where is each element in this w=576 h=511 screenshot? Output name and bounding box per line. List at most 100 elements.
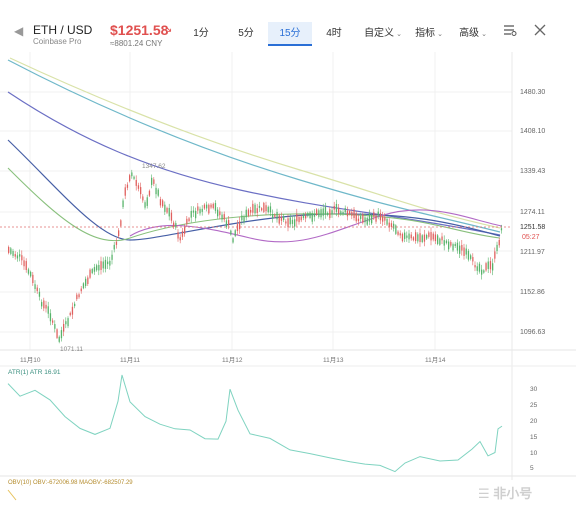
- chart-svg[interactable]: 1480.30 1408.10 1339.43 1274.11 1211.97 …: [0, 52, 576, 506]
- candle-body: [25, 261, 27, 270]
- candle-body: [197, 206, 199, 211]
- candle-body: [371, 214, 373, 224]
- candle-body: [113, 244, 115, 250]
- candle-body: [428, 232, 430, 237]
- candle-body: [287, 218, 289, 228]
- atr-line: [7, 374, 503, 473]
- caret-down-icon: ⌄: [481, 31, 487, 38]
- candle-body: [179, 237, 181, 241]
- candle-body: [393, 223, 395, 229]
- candle-body: [67, 318, 69, 327]
- candle-body: [69, 312, 71, 316]
- candle-body: [485, 263, 487, 271]
- candle-body: [223, 214, 225, 220]
- ma-line-green: [7, 167, 501, 242]
- candle-body: [412, 237, 415, 241]
- atr-tick: 20: [530, 418, 538, 425]
- candle-body: [355, 213, 357, 222]
- candle-body: [388, 222, 390, 228]
- date-label: 11月10: [20, 356, 41, 364]
- candle-body: [269, 206, 272, 213]
- candle-body: [60, 330, 63, 339]
- candle-body: [423, 234, 426, 242]
- candle-body: [63, 323, 65, 332]
- candle-body: [408, 233, 410, 240]
- candle-body: [434, 234, 437, 242]
- candle-body: [32, 274, 34, 284]
- price-tick: 1096.63: [520, 329, 545, 336]
- indicators-menu[interactable]: 指标 ⌄: [415, 28, 443, 39]
- candle-body: [74, 303, 76, 307]
- candle-body: [419, 233, 421, 243]
- date-label: 11月11: [120, 356, 140, 364]
- candle-body: [199, 208, 201, 214]
- candle-body: [417, 234, 419, 242]
- candle-body: [21, 255, 23, 261]
- candle-body: [445, 240, 448, 244]
- candle-body: [241, 215, 243, 221]
- candle-body: [349, 211, 351, 214]
- candle-body: [107, 261, 109, 265]
- candle-body: [27, 269, 30, 274]
- candle-body: [102, 261, 104, 269]
- candle-body: [126, 184, 129, 188]
- candle-body: [157, 189, 159, 196]
- advanced-menu[interactable]: 高级 ⌄: [459, 28, 487, 39]
- close-icon[interactable]: [530, 22, 550, 46]
- chart-settings-icon[interactable]: [500, 22, 520, 46]
- price-tick: 1480.30: [520, 89, 545, 96]
- candle-body: [129, 175, 131, 182]
- candle-body: [261, 208, 263, 211]
- candle-body: [426, 235, 428, 239]
- candle-body: [173, 222, 175, 228]
- atr-axis: 30 25 20 15 10 5: [530, 386, 538, 472]
- candle-body: [36, 287, 38, 292]
- candle-body: [285, 221, 287, 224]
- candle-body: [52, 320, 54, 323]
- chart-area[interactable]: 1480.30 1408.10 1339.43 1274.11 1211.97 …: [0, 52, 576, 506]
- main-grid: [0, 52, 512, 350]
- candle-body: [243, 217, 245, 222]
- candle-body: [214, 203, 217, 211]
- top-toolbar: ◀ ETH / USD Coinbase Pro $1251.58 ↘ ≈880…: [0, 0, 576, 52]
- interval-15m-button[interactable]: 15分: [268, 22, 312, 46]
- candle-body: [470, 255, 472, 259]
- candle-body: [439, 238, 441, 245]
- candle-body: [340, 211, 342, 215]
- candle-body: [487, 261, 489, 269]
- candle-body: [120, 220, 122, 226]
- ma-line-darkblue: [7, 139, 501, 241]
- custom-menu[interactable]: 自定义 ⌄: [364, 28, 402, 39]
- candle-body: [12, 251, 14, 256]
- candle-body: [71, 306, 74, 315]
- candle-body: [192, 210, 195, 213]
- candle-body: [234, 230, 236, 237]
- interval-4h-button[interactable]: 4时: [326, 28, 342, 39]
- candle-body: [109, 260, 111, 266]
- candle-body: [162, 200, 164, 207]
- candle-body: [467, 250, 470, 260]
- candle-body: [463, 247, 465, 256]
- interval-1m-button[interactable]: 1分: [193, 28, 209, 39]
- obv-label: OBV(10) OBV:-672006.98 MAOBV:-682507.29: [8, 480, 133, 486]
- candle-body: [478, 263, 481, 272]
- candle-body: [16, 255, 19, 259]
- date-label: 11月12: [222, 356, 243, 364]
- candle-body: [322, 208, 324, 216]
- interval-5m-button[interactable]: 5分: [238, 28, 254, 39]
- countdown-label: 05:27: [522, 234, 540, 241]
- price-tick: 1152.86: [520, 289, 545, 296]
- candle-body: [311, 213, 313, 222]
- candle-body: [272, 214, 274, 219]
- candle-body: [300, 216, 302, 221]
- candle-body: [146, 197, 148, 206]
- candle-body: [377, 211, 379, 216]
- candle-body: [307, 212, 309, 217]
- candle-body: [54, 324, 56, 329]
- candle-body: [375, 215, 377, 222]
- chevron-left-icon[interactable]: ◀: [14, 24, 24, 38]
- candle-body: [93, 267, 96, 272]
- candle-body: [450, 242, 452, 246]
- cny-price: ≈8801.24 CNY: [110, 39, 163, 48]
- candle-body: [23, 260, 25, 267]
